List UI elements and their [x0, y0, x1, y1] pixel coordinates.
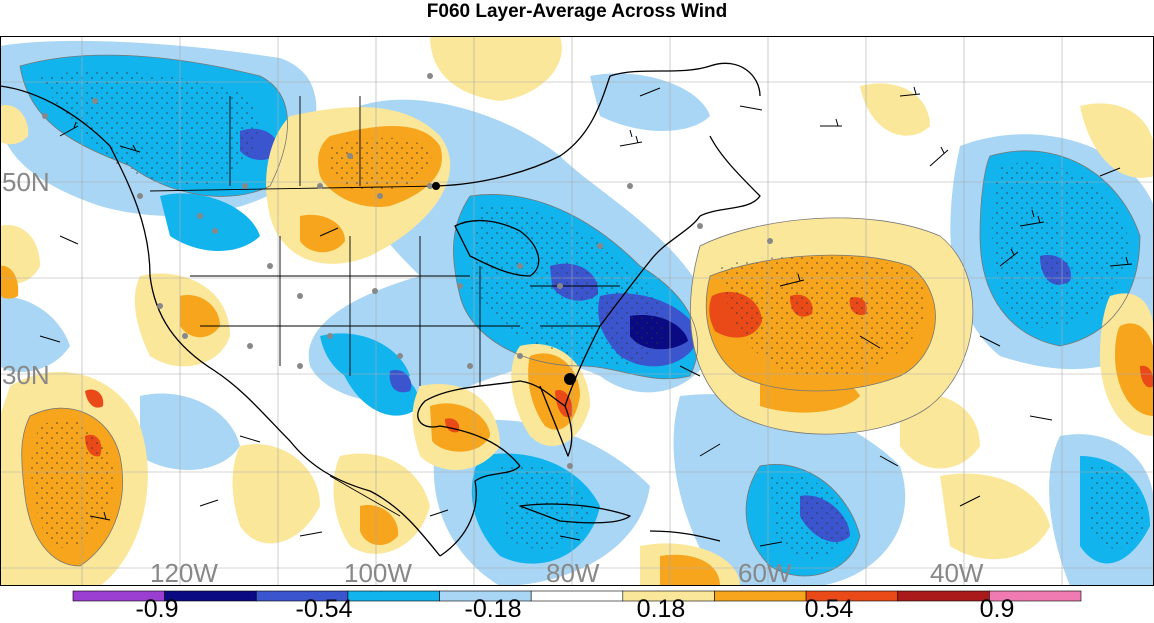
lon-label-40w: 40W	[930, 558, 984, 586]
legend-tick-label: -0.54	[295, 595, 353, 623]
legend-tick-label: -0.9	[135, 595, 179, 623]
lon-label-80w: 80W	[546, 558, 600, 586]
color-legend-labels: -0.9 -0.54 -0.18 0.18 0.54 0.9	[0, 596, 1154, 622]
coastlines	[0, 62, 761, 557]
lon-label-100w: 100W	[344, 558, 412, 586]
political-borders	[149, 96, 620, 517]
wind-barbs	[39, 86, 1133, 547]
legend-color-swatch	[989, 590, 1082, 602]
wind-anomaly-map: 50N 30N 120W 100W 80W 60W 40W	[0, 36, 1154, 586]
lat-lon-grid	[0, 36, 1154, 586]
lat-label-50n: 50N	[2, 167, 50, 197]
station-markers	[42, 73, 773, 469]
legend-tick-label: 0.9	[979, 595, 1015, 623]
lat-label-30n: 30N	[2, 360, 50, 390]
highlighted-stations	[432, 182, 576, 385]
legend-tick-label: -0.18	[464, 595, 522, 623]
legend-tick-label: 0.18	[636, 595, 686, 623]
lon-label-120w: 120W	[150, 558, 218, 586]
map-title: F060 Layer-Average Across Wind	[426, 1, 728, 22]
color-legend-bar	[72, 590, 1082, 602]
legend-tick-label: 0.54	[804, 595, 854, 623]
lon-label-60w: 60W	[738, 558, 792, 586]
contour-lines	[19, 54, 1141, 577]
